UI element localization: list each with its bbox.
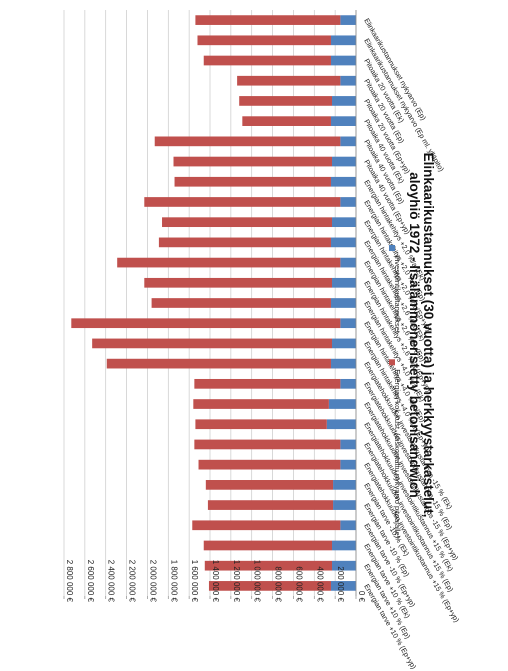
bar-energy	[144, 277, 333, 288]
bar-energy	[106, 358, 331, 369]
tick-label: 800 000 €	[274, 566, 283, 602]
bar-investment	[330, 237, 356, 248]
bar-energy	[208, 581, 331, 591]
bar-investment	[332, 560, 356, 571]
bar-investment	[330, 55, 356, 66]
tick-label: 2 000 000 €	[148, 560, 157, 603]
bar-energy	[197, 35, 331, 46]
bar-energy	[117, 257, 341, 268]
tick-label: 1 800 000 €	[169, 560, 178, 603]
chart-title-line-2: aloyhiö 1972 - lisälämmöneristetty beton…	[407, 172, 422, 498]
tick-label: 1 400 000 €	[211, 560, 220, 603]
tick-label: 2 800 000 €	[65, 560, 74, 603]
bar-energy	[195, 419, 327, 430]
tick-label: 1 200 000 €	[232, 560, 241, 603]
bar-investment	[340, 520, 356, 531]
bar-energy	[158, 237, 331, 248]
bar-investment	[340, 439, 356, 450]
bar-investment	[330, 358, 356, 369]
bar-energy	[71, 318, 341, 329]
bar-energy	[195, 15, 341, 25]
chart-title-line-1: Elinkaarikustannukset (30 vuotta) ja her…	[421, 153, 436, 518]
bar-investment	[340, 15, 356, 25]
bar-energy	[203, 540, 333, 551]
bar-energy	[198, 459, 341, 470]
bar-investment	[330, 298, 356, 308]
bar-energy	[173, 156, 333, 167]
bar-energy	[239, 96, 333, 106]
bar-investment	[330, 116, 356, 126]
bar-investment	[332, 338, 356, 349]
bar-investment	[332, 540, 356, 551]
bar-energy	[194, 378, 341, 389]
tick-label: 2 400 000 €	[107, 560, 116, 603]
bar-investment	[330, 176, 356, 187]
bar-investment	[328, 399, 356, 409]
bar-investment	[340, 75, 356, 86]
bar-energy	[192, 520, 341, 531]
bar-investment	[330, 35, 356, 46]
bar-investment	[333, 480, 356, 490]
tick-label: 2 600 000 €	[86, 560, 95, 603]
legend-label: Investointikustannukset	[393, 255, 402, 334]
bar-investment	[340, 136, 356, 147]
bar-energy	[154, 136, 341, 147]
tick-label: 1 600 000 €	[190, 560, 199, 603]
bar-energy	[242, 116, 331, 126]
bar-investment	[332, 217, 356, 228]
tick-label: 600 000 €	[294, 566, 303, 602]
bars	[71, 15, 356, 591]
bar-energy	[151, 298, 331, 308]
tick-label: 400 000 €	[315, 566, 324, 602]
legend-swatch	[389, 245, 395, 251]
bar-energy	[205, 480, 334, 490]
tick-label: 1 000 000 €	[253, 560, 262, 603]
bar-investment	[340, 257, 356, 268]
bar-investment	[340, 378, 356, 389]
category-axis: Elinkaarikustannukset nykyarvo (Ep)Elink…	[362, 17, 461, 671]
value-axis: 0 € 200 000 € 400 000 € 600 000 € 800 000 € 1…	[63, 10, 366, 603]
legend: Investointikustannukset Energian kok.kust…	[389, 245, 402, 539]
bar-investment	[332, 96, 356, 106]
legend-swatch	[389, 359, 395, 366]
bar-investment	[330, 581, 356, 591]
tick-label: 0 €	[357, 591, 366, 603]
bar-energy	[193, 399, 329, 409]
legend-label: Energian kok.kust. (diskontattu nykyarvo…	[393, 369, 402, 538]
bar-investment	[332, 156, 356, 167]
bar-energy	[174, 176, 331, 187]
chart-title: Elinkaarikustannukset (30 vuotta) ja her…	[407, 153, 436, 518]
bar-energy	[203, 55, 331, 66]
bar-energy	[92, 338, 333, 349]
bar-energy	[144, 197, 341, 207]
bar-energy	[204, 560, 333, 571]
bar-investment	[326, 419, 356, 430]
bar-energy	[162, 217, 333, 228]
bar-investment	[340, 197, 356, 207]
bar-energy	[194, 439, 341, 450]
bar-investment	[333, 500, 356, 510]
bar-energy	[207, 500, 334, 510]
bar-investment	[332, 277, 356, 288]
tick-label: 2 200 000 €	[128, 560, 137, 603]
bar-investment	[340, 459, 356, 470]
tick-label: 200 000 €	[336, 566, 345, 602]
bar-investment	[340, 318, 356, 329]
bar-energy	[237, 75, 341, 86]
